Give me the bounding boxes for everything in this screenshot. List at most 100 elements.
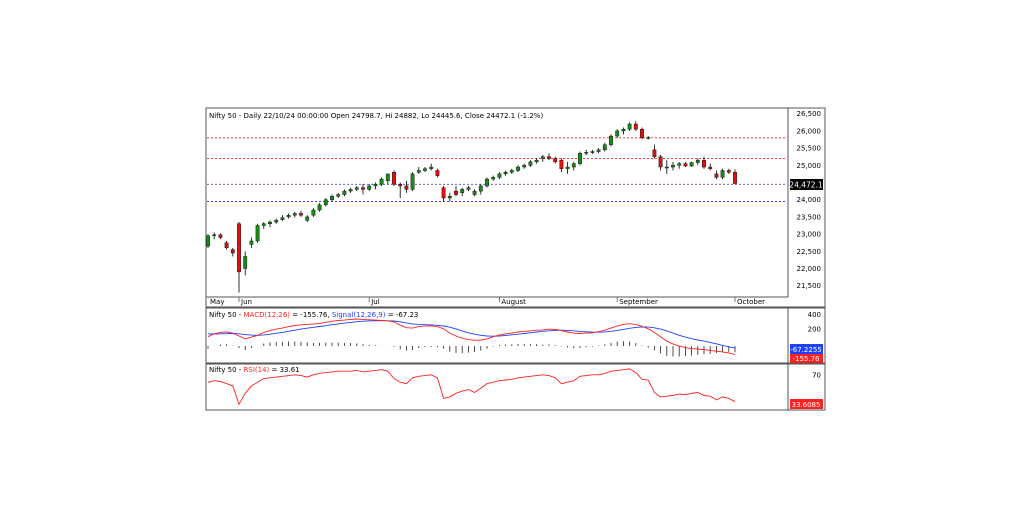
candle: [472, 189, 477, 197]
macd-lines: [207, 318, 736, 355]
candle: [299, 210, 303, 217]
candle: [708, 163, 713, 171]
candle: [497, 172, 502, 180]
candle-body: [354, 187, 359, 190]
rsi-panel-title: Nifty 50 - RSI(14) = 33.61: [209, 366, 300, 374]
candle-body: [441, 187, 446, 199]
candle-body: [683, 163, 688, 167]
candle: [528, 160, 533, 168]
candle-body: [342, 190, 347, 195]
candle: [503, 170, 508, 176]
signal-value-box: [790, 344, 823, 354]
candle: [733, 169, 737, 185]
candle-body: [584, 152, 589, 154]
rsi-series-line: [207, 368, 736, 406]
candle-body: [398, 184, 403, 187]
rsi-legend-value: = 33.61: [269, 366, 299, 374]
candle: [454, 185, 458, 197]
candle-body: [602, 144, 607, 151]
rsi-value-label: 33.6085: [792, 401, 821, 409]
candle: [280, 215, 285, 222]
candle: [584, 149, 589, 155]
candle-body: [373, 184, 378, 187]
price-panel: 21,50022,00022,50023,00023,50024,00024,5…: [205, 107, 826, 308]
macd-histogram: [207, 341, 736, 357]
candle-body: [627, 123, 632, 130]
candle-body: [664, 166, 669, 169]
candle-body: [559, 159, 564, 169]
candle-body: [212, 234, 217, 237]
candle-body: [367, 185, 372, 190]
month-tick-label: May: [210, 298, 224, 306]
candle: [336, 192, 341, 198]
price-y-tick-label: 25,500: [797, 145, 822, 153]
candle-body: [286, 214, 291, 218]
candle-body: [590, 151, 595, 153]
candle: [689, 161, 694, 168]
candle: [373, 182, 378, 190]
candle-body: [633, 123, 638, 130]
candle-body: [478, 185, 483, 192]
rsi-panel: 70 Nifty 50 - RSI(14) = 33.61 33.6085: [205, 363, 826, 411]
candle-body: [565, 166, 570, 169]
candle-body: [509, 170, 514, 173]
candle: [230, 247, 235, 257]
candle-body: [447, 196, 452, 199]
candle: [509, 168, 514, 174]
candle: [342, 189, 347, 197]
rsi-instrument: Nifty 50 -: [209, 366, 244, 374]
candle-body: [609, 135, 613, 145]
candle: [571, 161, 576, 171]
candle-body: [249, 240, 254, 245]
price-level-lines: [207, 137, 787, 202]
candle-body: [714, 173, 719, 178]
candle-body: [615, 130, 620, 137]
signal-legend-label: Signal(12,26,9): [332, 311, 386, 319]
month-tick-label: August: [501, 298, 526, 306]
candle: [485, 177, 489, 188]
candle: [677, 161, 682, 169]
rsi-y-axis: 70: [812, 371, 821, 379]
candle: [218, 233, 223, 240]
candle: [429, 163, 434, 171]
candle-body: [596, 149, 601, 152]
candle-body: [540, 156, 545, 159]
candle: [348, 187, 353, 193]
candle-body: [218, 234, 223, 238]
candle-body: [379, 178, 384, 185]
candle-body: [695, 159, 700, 163]
candle-body: [528, 161, 533, 166]
candle-body: [578, 153, 582, 164]
candle: [466, 185, 471, 192]
candle-body: [268, 221, 272, 224]
candle: [410, 172, 415, 192]
price-y-tick-label: 21,500: [797, 282, 822, 290]
macd-panel-title: Nifty 50 - MACD(12,26) = -155.76, Signal…: [209, 311, 418, 319]
candle-body: [416, 170, 421, 173]
candle-body: [299, 213, 303, 216]
candle: [212, 232, 217, 240]
signal-legend-value: = -67.23: [386, 311, 419, 319]
candle-body: [726, 170, 731, 173]
candle: [460, 187, 465, 197]
candle: [274, 218, 279, 224]
candle: [590, 149, 595, 154]
rsi-legend-label: RSI(14): [244, 366, 270, 374]
candle: [652, 144, 657, 159]
last-price-label: 24,472.1: [789, 181, 823, 190]
candle-body: [733, 172, 737, 184]
macd-legend-value: = -155.76,: [290, 311, 332, 319]
candle: [379, 177, 384, 186]
candle: [522, 163, 527, 169]
candle: [578, 151, 582, 166]
candle: [237, 222, 241, 293]
candle: [596, 148, 601, 154]
candle: [478, 184, 483, 195]
price-y-tick-label: 22,500: [797, 248, 822, 256]
signal-value-label: -67.2255: [790, 346, 821, 354]
candle: [553, 156, 558, 164]
candle: [658, 154, 663, 171]
candle-body: [237, 223, 241, 273]
price-panel-title: Nifty 50 - Daily 22/10/24 00:00:00 Open …: [209, 112, 543, 120]
candle: [621, 127, 626, 135]
